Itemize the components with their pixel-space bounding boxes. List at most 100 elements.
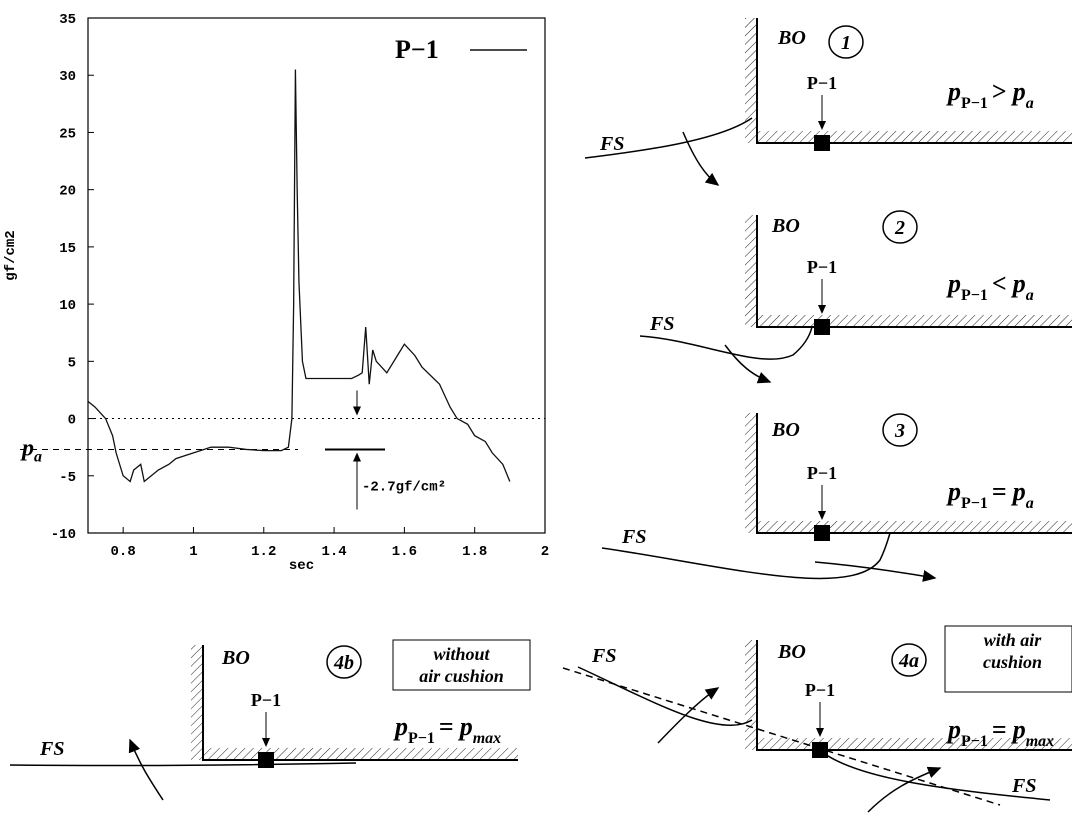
formula-sub: P−1 — [961, 733, 988, 750]
panel-number: 4b — [333, 652, 354, 674]
flow-curve — [578, 667, 752, 725]
sensor-label: P−1 — [807, 73, 837, 93]
wall — [757, 413, 1072, 533]
formula-sub: P−1 — [961, 95, 988, 112]
y-tick-label: 15 — [59, 241, 76, 257]
formula-p: p — [1011, 269, 1026, 298]
annotation: -2.7gf/cm² — [362, 479, 446, 495]
flow-curve — [725, 345, 770, 382]
x-tick-label: 1.4 — [321, 544, 346, 560]
y-axis-label: gf/cm2 — [3, 230, 19, 280]
wall-label: BO — [777, 641, 806, 663]
formula-sub: a — [1026, 287, 1034, 304]
formula-sub: P−1 — [961, 495, 988, 512]
wall-hatch — [745, 413, 757, 533]
sensor-label: P−1 — [807, 463, 837, 483]
panel-number: 1 — [841, 32, 851, 54]
formula-op: < — [992, 269, 1007, 298]
sensor-label: P−1 — [251, 690, 281, 710]
wall-label: BO — [771, 419, 800, 441]
y-tick-label: 5 — [68, 355, 76, 371]
y-tick-label: 35 — [59, 12, 76, 28]
x-tick-label: 2 — [541, 544, 549, 560]
plot-frame — [88, 18, 545, 533]
flow-curve — [683, 132, 718, 185]
sensor — [814, 135, 830, 151]
level-label-sub: a — [34, 448, 42, 465]
y-tick-label: -5 — [59, 470, 76, 486]
flow-label: FS — [591, 645, 616, 667]
formula: pP−1=pmax — [393, 712, 501, 747]
wall-label: BO — [221, 647, 250, 669]
wall-hatch — [191, 645, 203, 760]
sensor — [814, 319, 830, 335]
flow-curve — [130, 740, 163, 800]
floor-hatch — [203, 748, 518, 760]
formula-p: p — [393, 712, 408, 741]
wall-hatch — [745, 640, 757, 750]
y-tick-label: -10 — [51, 527, 76, 543]
x-axis-label: sec — [289, 558, 314, 574]
flow-label: FS — [649, 313, 674, 335]
level-label: pa — [20, 435, 42, 465]
wall-hatch — [745, 215, 757, 327]
formula-sub: a — [1026, 495, 1034, 512]
flow-curve — [10, 763, 356, 766]
x-tick-label: 1.8 — [462, 544, 487, 560]
x-tick-label: 1 — [189, 544, 197, 560]
sensor-label: P−1 — [807, 257, 837, 277]
flow-curve — [868, 768, 940, 812]
formula-sub: P−1 — [961, 287, 988, 304]
y-tick-label: 25 — [59, 126, 76, 142]
flow-label: FS — [39, 738, 64, 760]
panel-number: 3 — [894, 420, 905, 442]
sensor — [258, 752, 274, 768]
formula-sub: P−1 — [408, 730, 435, 747]
panel-number: 4a — [898, 650, 919, 672]
y-tick-label: 10 — [59, 298, 76, 314]
data-line — [88, 70, 510, 482]
x-tick-label: 1.6 — [392, 544, 417, 560]
formula-op: > — [992, 77, 1007, 106]
formula: pP−1<pa — [946, 269, 1034, 304]
formula-p: p — [946, 269, 961, 298]
formula-p: p — [1011, 477, 1026, 506]
formula-op: = — [992, 715, 1007, 744]
formula-sub: max — [473, 730, 501, 747]
legend-label: P−1 — [395, 35, 439, 64]
y-tick-label: 20 — [59, 184, 76, 200]
sensor-label: P−1 — [805, 680, 835, 700]
formula-op: = — [439, 712, 454, 741]
x-tick-label: 0.8 — [111, 544, 136, 560]
formula: pP−1>pa — [946, 77, 1034, 112]
formula-p: p — [1011, 715, 1026, 744]
sensor — [812, 742, 828, 758]
wall-label: BO — [777, 27, 806, 49]
wall-label: BO — [771, 215, 800, 237]
formula-sub: max — [1026, 733, 1054, 750]
formula-sub: a — [1026, 95, 1034, 112]
formula-p: p — [458, 712, 473, 741]
panel-number: 2 — [894, 217, 905, 239]
flow-label: FS — [1011, 775, 1036, 797]
figure: -10 -5 0 5 10 15 20 25 30 35 0.8 1 1.2 1.4 1.6 1.8 2 sec g… — [0, 0, 1072, 822]
formula-p: p — [946, 715, 961, 744]
note-text: cushion — [983, 652, 1042, 672]
floor-hatch — [757, 131, 1072, 143]
sensor — [814, 525, 830, 541]
formula-p: p — [946, 477, 961, 506]
y-tick-label: 30 — [59, 69, 76, 85]
note-text: with air — [984, 630, 1043, 650]
x-tick-label: 1.2 — [251, 544, 276, 560]
formula-p: p — [1011, 77, 1026, 106]
formula-op: = — [992, 477, 1007, 506]
floor-hatch — [757, 521, 1072, 533]
formula-p: p — [946, 77, 961, 106]
level-label-p: p — [20, 435, 34, 461]
y-tick-label: 0 — [68, 413, 76, 429]
flow-label: FS — [621, 526, 646, 548]
note-text: without — [433, 644, 490, 664]
floor-hatch — [757, 315, 1072, 327]
flow-curve — [563, 668, 1000, 805]
wall-hatch — [745, 18, 757, 143]
